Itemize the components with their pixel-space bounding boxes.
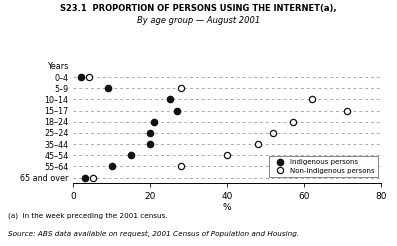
Text: Source: ABS data available on request, 2001 Census of Population and Housing.: Source: ABS data available on request, 2…: [8, 231, 299, 237]
Text: S23.1  PROPORTION OF PERSONS USING THE INTERNET(a),: S23.1 PROPORTION OF PERSONS USING THE IN…: [60, 4, 337, 13]
Text: By age group — August 2001: By age group — August 2001: [137, 16, 260, 25]
Text: (a)  In the week preceding the 2001 census.: (a) In the week preceding the 2001 censu…: [8, 213, 168, 219]
Legend: Indigenous persons, Non-Indigenous persons: Indigenous persons, Non-Indigenous perso…: [270, 156, 378, 177]
X-axis label: %: %: [223, 203, 231, 212]
